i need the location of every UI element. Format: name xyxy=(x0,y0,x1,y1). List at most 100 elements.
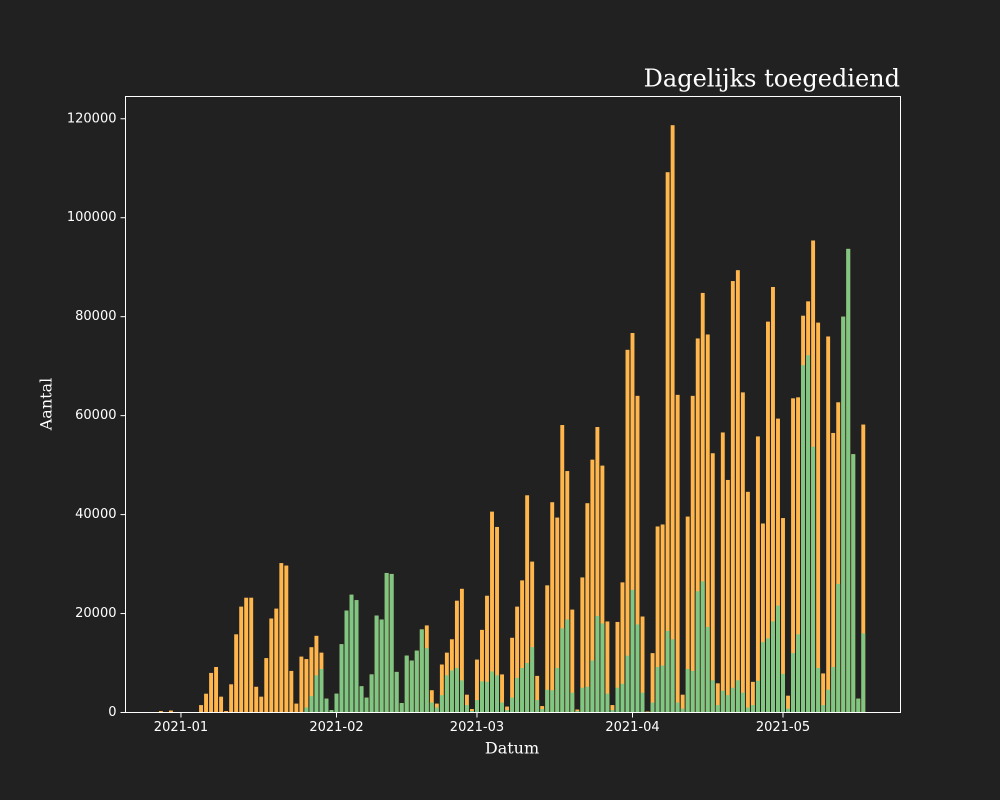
bar xyxy=(585,503,590,713)
bar xyxy=(289,670,294,713)
bar xyxy=(700,292,705,713)
bar xyxy=(259,696,264,713)
bar xyxy=(720,690,725,713)
bar xyxy=(510,637,515,713)
bar xyxy=(480,629,484,713)
bar xyxy=(550,502,555,713)
bar xyxy=(309,647,314,713)
bar xyxy=(796,397,801,713)
bar xyxy=(771,286,775,713)
bar xyxy=(525,495,530,713)
bar xyxy=(344,610,349,713)
bar xyxy=(269,618,274,713)
bar xyxy=(239,606,244,713)
bar xyxy=(605,693,610,713)
bar xyxy=(595,616,600,713)
bar xyxy=(454,600,459,713)
y-axis-label: Aantal xyxy=(37,378,56,431)
bar xyxy=(605,621,610,713)
bar xyxy=(168,710,173,713)
bar xyxy=(545,585,550,713)
bar xyxy=(625,349,630,713)
bar xyxy=(821,673,826,713)
bar xyxy=(705,626,710,713)
bar xyxy=(429,702,434,713)
bar xyxy=(791,653,795,713)
bar xyxy=(781,518,785,713)
x-axis-label: Datum xyxy=(485,739,539,758)
bar xyxy=(685,668,690,713)
bar xyxy=(570,692,575,713)
bar xyxy=(680,694,685,713)
bar xyxy=(414,650,419,713)
bar xyxy=(630,333,635,713)
bar xyxy=(495,526,499,713)
bar xyxy=(279,563,284,713)
bar xyxy=(730,687,735,713)
bar xyxy=(560,628,565,713)
bar xyxy=(690,395,695,713)
bar xyxy=(540,709,545,713)
bar xyxy=(485,681,489,713)
bar xyxy=(520,580,525,713)
bar xyxy=(530,561,535,713)
bar xyxy=(826,336,831,713)
bar xyxy=(806,355,811,713)
y-tick-label: 80000 xyxy=(75,309,116,324)
bar xyxy=(635,624,640,713)
bar xyxy=(695,338,700,713)
bar xyxy=(720,432,725,713)
bar xyxy=(454,667,459,713)
bar xyxy=(158,711,163,713)
bar xyxy=(640,616,645,713)
bar xyxy=(565,619,570,713)
bar xyxy=(314,675,319,713)
bar xyxy=(459,680,464,713)
bar xyxy=(791,398,795,713)
bar xyxy=(766,321,770,713)
bar xyxy=(359,686,364,713)
bar xyxy=(409,660,414,713)
bar xyxy=(274,608,279,713)
bar xyxy=(475,659,479,713)
bar xyxy=(590,459,595,713)
bar xyxy=(615,621,620,713)
bar xyxy=(470,711,474,713)
bar xyxy=(535,675,540,713)
bar xyxy=(760,642,765,713)
bar xyxy=(750,705,755,713)
bar xyxy=(550,690,555,713)
bar xyxy=(570,609,575,713)
bar xyxy=(219,696,224,713)
bar xyxy=(505,710,510,713)
bar xyxy=(620,683,625,713)
bar xyxy=(470,709,474,713)
bar xyxy=(475,700,479,713)
bar xyxy=(745,491,750,713)
y-tick-label: 20000 xyxy=(75,606,116,621)
bar xyxy=(660,665,665,713)
y-tick-label: 100000 xyxy=(67,210,117,225)
bar xyxy=(725,479,730,713)
bar xyxy=(244,597,249,713)
y-tick-label: 120000 xyxy=(67,111,117,126)
bar xyxy=(766,638,770,713)
bar xyxy=(560,425,565,713)
bar xyxy=(655,526,660,713)
bar xyxy=(700,581,705,713)
bar xyxy=(776,605,780,713)
bar xyxy=(786,708,790,713)
bar xyxy=(665,172,670,713)
bar xyxy=(520,667,525,713)
bar xyxy=(500,702,505,713)
x-tick-label: 2021-04 xyxy=(605,720,659,735)
bar xyxy=(434,707,439,713)
y-tick-label: 0 xyxy=(108,705,116,720)
bar xyxy=(515,677,520,713)
bar xyxy=(575,709,580,713)
bar xyxy=(745,707,750,713)
bar xyxy=(665,630,670,713)
bar xyxy=(710,680,715,713)
bar xyxy=(439,664,444,713)
plot-frame xyxy=(125,96,901,713)
